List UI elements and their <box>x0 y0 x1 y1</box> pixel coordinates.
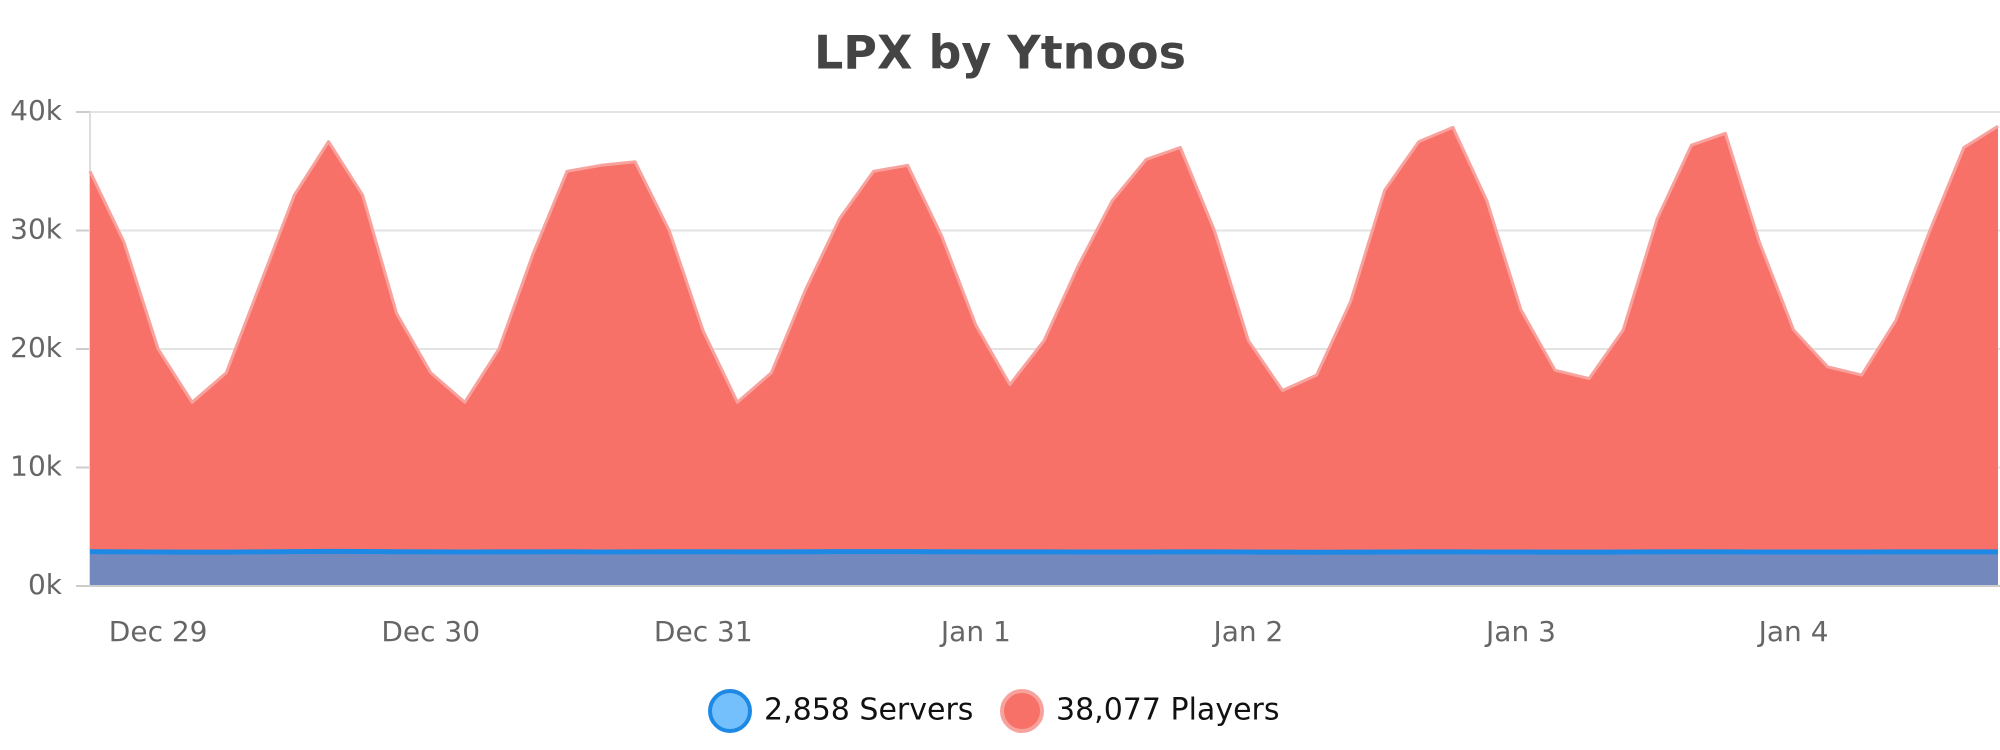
x-tick-label: Dec 29 <box>109 615 208 648</box>
chart-title: LPX by Ytnoos <box>814 26 1186 80</box>
series-line <box>89 548 1998 555</box>
y-tick-label: 30k <box>10 213 63 246</box>
x-tick-label: Jan 3 <box>1484 615 1556 648</box>
series-area <box>90 126 1998 586</box>
legend-label: 38,077 Players <box>1056 693 1280 728</box>
y-tick-label: 40k <box>10 94 63 127</box>
x-tick-label: Jan 4 <box>1757 615 1829 648</box>
x-tick-label: Jan 2 <box>1211 615 1283 648</box>
x-tick-label: Dec 31 <box>654 615 753 648</box>
x-tick-label: Dec 30 <box>381 615 480 648</box>
series-area <box>90 551 1998 586</box>
x-tick-label: Jan 1 <box>939 615 1011 648</box>
y-tick-label: 10k <box>10 450 63 483</box>
legend-label: 2,858 Servers <box>764 693 973 728</box>
y-tick-label: 0k <box>28 568 63 601</box>
y-tick-label: 20k <box>10 331 63 364</box>
legend-marker <box>708 689 752 733</box>
series-line <box>88 124 1999 404</box>
legend-marker <box>1000 689 1044 733</box>
